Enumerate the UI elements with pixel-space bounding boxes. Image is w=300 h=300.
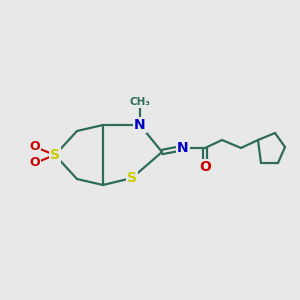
Text: N: N: [177, 141, 189, 155]
Text: O: O: [199, 160, 211, 174]
Text: O: O: [30, 140, 40, 154]
Text: S: S: [50, 148, 60, 162]
Text: O: O: [30, 157, 40, 169]
Text: N: N: [134, 118, 146, 132]
Text: CH₃: CH₃: [130, 97, 151, 107]
Text: S: S: [127, 171, 137, 185]
